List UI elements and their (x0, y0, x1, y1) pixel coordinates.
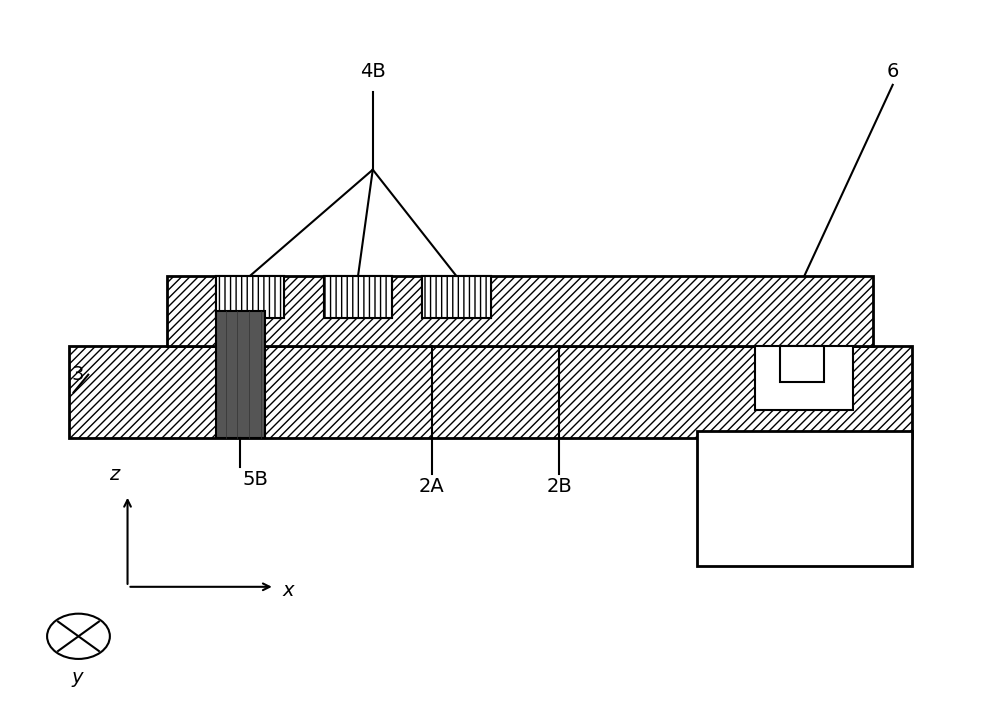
Bar (755, 346, 853, 410)
Text: $x$: $x$ (283, 581, 296, 600)
Bar (69, 346, 912, 438)
Text: 3: 3 (71, 366, 83, 384)
Bar (422, 276, 490, 318)
Bar (422, 276, 490, 318)
Bar (216, 311, 265, 438)
Text: $y$: $y$ (72, 670, 85, 689)
Bar (167, 276, 873, 346)
Bar (780, 346, 824, 382)
Text: 5B: 5B (242, 470, 268, 489)
Text: $z$: $z$ (110, 465, 122, 484)
Text: 4B: 4B (360, 62, 386, 81)
Text: 2B: 2B (546, 477, 572, 496)
Bar (324, 276, 392, 318)
Bar (216, 276, 284, 318)
Text: 6: 6 (887, 62, 899, 81)
Bar (324, 276, 392, 318)
Bar (216, 276, 284, 318)
Bar (697, 431, 912, 566)
Text: 2A: 2A (419, 477, 444, 496)
